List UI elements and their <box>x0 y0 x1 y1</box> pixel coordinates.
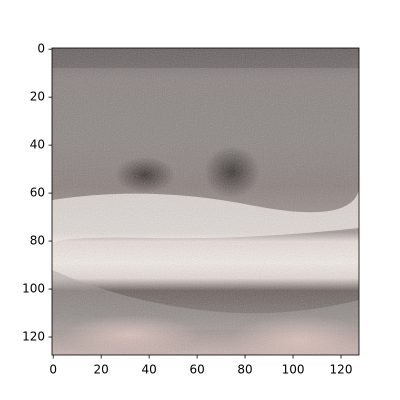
x-tick-label: 0 <box>49 363 57 377</box>
y-tick-label: 40 <box>30 138 45 152</box>
x-tick-label: 20 <box>94 363 109 377</box>
x-tick-label: 80 <box>237 363 252 377</box>
axes-frame <box>51 47 360 356</box>
y-tick-label: 100 <box>22 282 45 296</box>
x-tick-label: 120 <box>330 363 353 377</box>
x-tick-label: 40 <box>141 363 156 377</box>
y-tick-label: 80 <box>30 234 45 248</box>
image <box>52 48 359 355</box>
y-tick-label: 120 <box>22 330 45 344</box>
y-tick-label: 0 <box>37 42 45 56</box>
x-tick-label: 100 <box>282 363 305 377</box>
y-tick-label: 20 <box>30 90 45 104</box>
x-tick-label: 60 <box>189 363 204 377</box>
y-tick-label: 60 <box>30 186 45 200</box>
